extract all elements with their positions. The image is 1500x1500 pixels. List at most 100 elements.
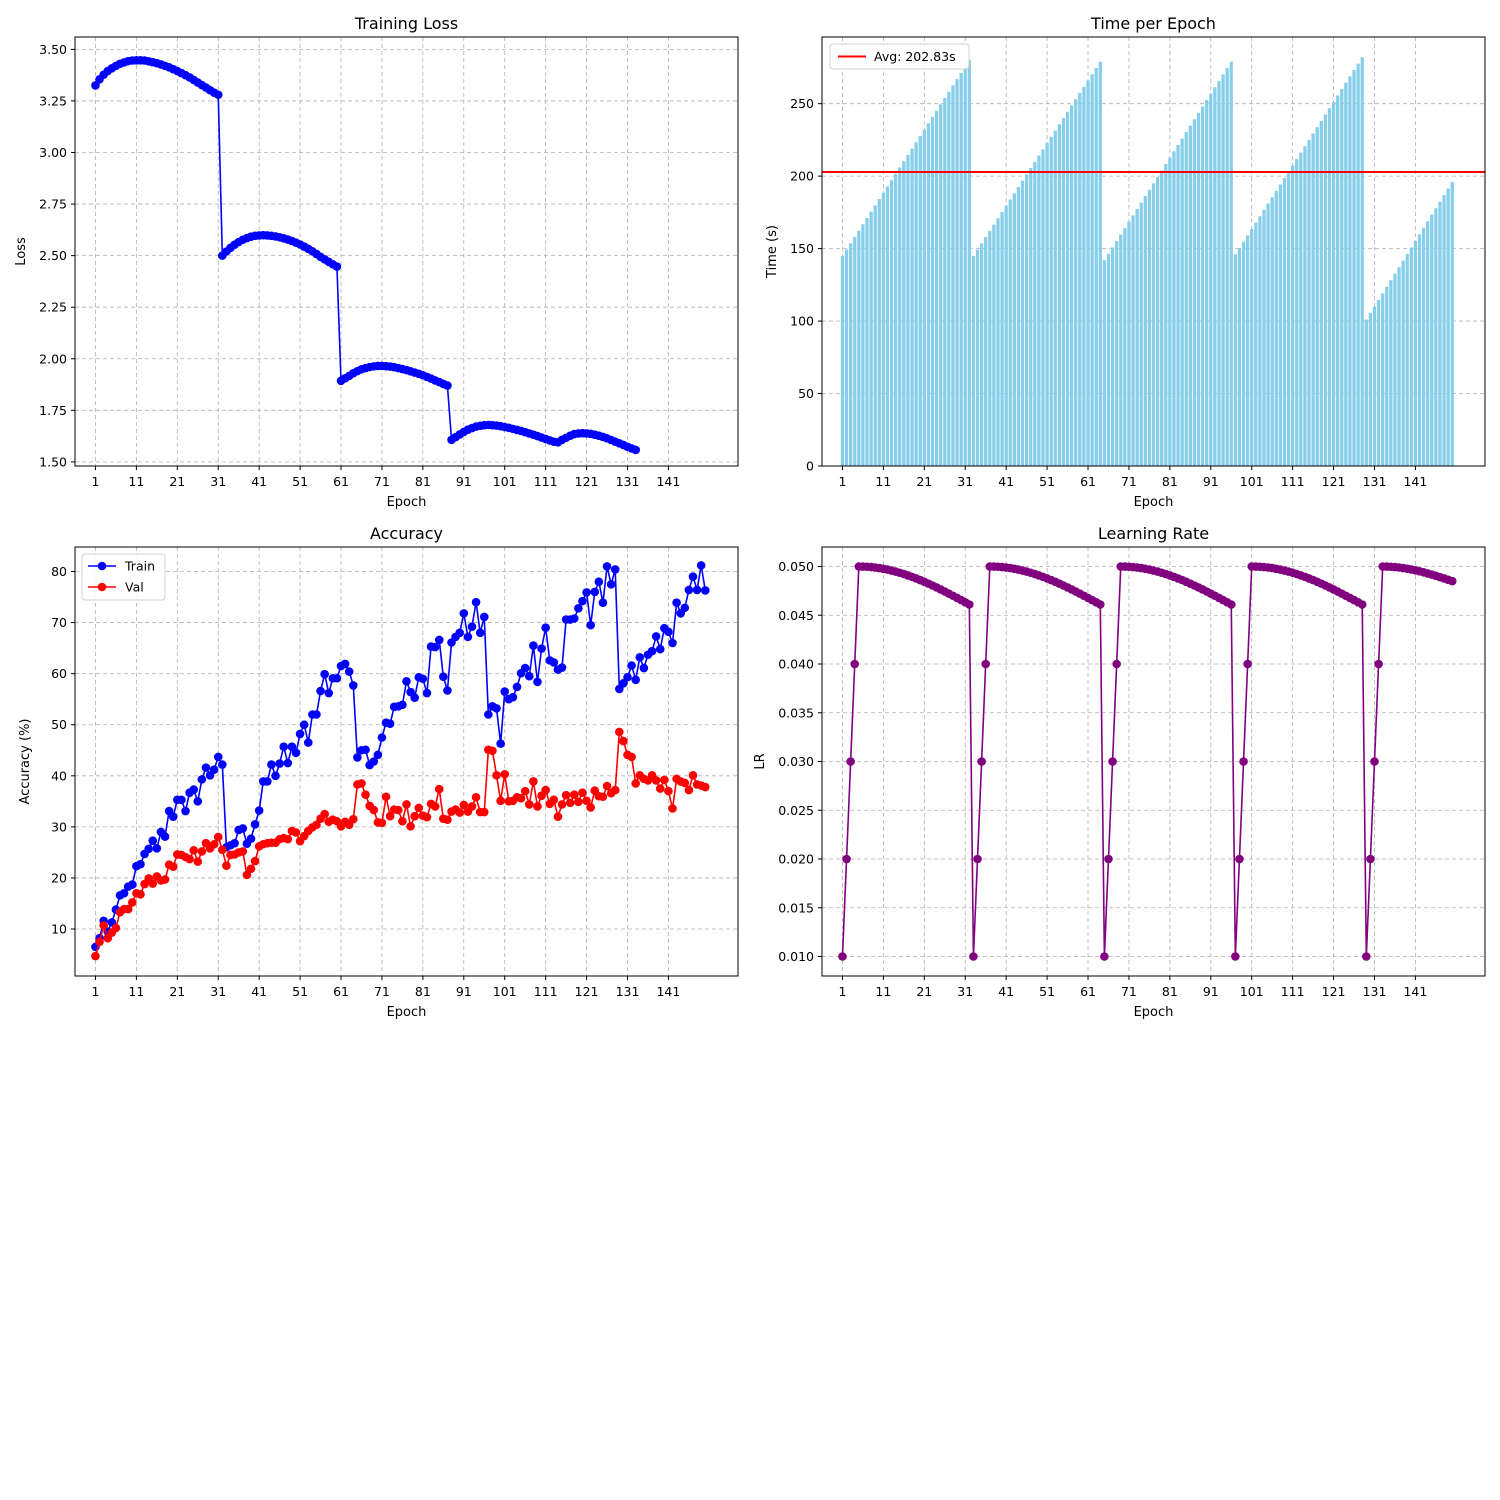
train-accuracy-point <box>418 674 428 684</box>
time-bar <box>984 237 988 466</box>
val-accuracy-point <box>242 870 252 880</box>
time-bar <box>1176 144 1180 466</box>
time-bar <box>1286 171 1291 466</box>
val-accuracy-point <box>455 808 465 817</box>
val-accuracy-point <box>520 786 530 796</box>
train-accuracy-point <box>189 785 198 794</box>
time-bar <box>849 243 853 466</box>
x-tick-label: 11 <box>875 984 891 999</box>
time-per-epoch-chart: 1 11 21 31 41 51 61 71 81 91 101 111 121 131 141050100… <box>765 14 1486 510</box>
val-accuracy-point <box>610 785 620 795</box>
time-bar <box>889 180 894 466</box>
x-tick-label: 51 <box>292 474 308 489</box>
val-accuracy-point <box>213 832 223 842</box>
x-tick-label: 41 <box>998 984 1014 999</box>
val-accuracy-point <box>586 803 595 812</box>
val-accuracy-point <box>467 802 477 811</box>
val-accuracy-point <box>283 834 293 844</box>
y-tick-label: 3.00 <box>39 145 67 160</box>
time-bar <box>988 230 992 466</box>
y-tick-label: 2.00 <box>39 351 67 366</box>
y-tick-label: 0.020 <box>778 852 814 867</box>
train-accuracy-point <box>627 661 636 670</box>
x-tick-label: 31 <box>957 474 973 489</box>
val-accuracy-point <box>660 775 669 785</box>
time-bar <box>902 161 906 466</box>
val-accuracy-point <box>443 815 452 825</box>
time-bar <box>910 148 914 466</box>
train-accuracy-point <box>177 795 186 805</box>
train-accuracy-point <box>520 663 530 673</box>
time-bar <box>1110 247 1115 466</box>
time-bar <box>1090 74 1094 466</box>
time-bar <box>996 218 1000 466</box>
time-bar <box>857 230 861 466</box>
x-tick-label: 61 <box>1080 984 1096 999</box>
train-accuracy-point <box>700 586 710 595</box>
y-axis-label: Loss <box>14 237 29 266</box>
time-bar <box>1070 105 1074 466</box>
x-tick-label: 51 <box>1039 474 1055 489</box>
val-accuracy-point <box>291 828 301 837</box>
train-accuracy-point <box>549 658 559 667</box>
val-accuracy-point <box>561 790 571 800</box>
training-loss-chart: 1 11 21 31 41 51 61 71 81 91 101 111 121 131 1411.501.… <box>14 14 739 510</box>
train-accuracy-point <box>136 859 145 869</box>
time-bar <box>1356 63 1360 466</box>
lr-point <box>965 600 974 609</box>
axes-frame <box>821 36 1486 467</box>
time-bar <box>1331 101 1336 466</box>
train-accuracy-point <box>430 642 440 652</box>
val-accuracy-point <box>574 797 583 807</box>
val-accuracy-point <box>189 846 198 855</box>
val-accuracy-point <box>193 857 203 866</box>
lr-point <box>1104 854 1113 864</box>
train-accuracy-point <box>590 587 600 597</box>
time-bar <box>1307 139 1311 466</box>
lr-point <box>981 659 990 669</box>
time-bar <box>1311 133 1315 466</box>
time-bar <box>1295 159 1299 466</box>
time-bar <box>1405 254 1409 466</box>
lr-point <box>1226 600 1236 609</box>
time-bar <box>918 135 922 466</box>
train-accuracy-point <box>439 672 448 682</box>
time-bar <box>1381 293 1385 466</box>
time-bar <box>1172 151 1176 466</box>
time-bar <box>1123 228 1127 466</box>
train-accuracy-point <box>283 758 293 768</box>
train-accuracy-point <box>586 620 595 630</box>
legend: Train Val <box>81 553 166 601</box>
time-bar <box>1143 196 1147 466</box>
x-tick-label: 91 <box>1203 984 1219 999</box>
val-accuracy-point <box>381 792 391 802</box>
val-accuracy-point <box>398 816 407 826</box>
val-accuracy-point <box>128 898 137 907</box>
val-accuracy-point <box>148 879 158 888</box>
x-tick-label: 131 <box>616 474 640 489</box>
x-tick-label: 121 <box>1322 984 1346 999</box>
y-tick-label: 50 <box>798 386 814 401</box>
train-accuracy-point <box>508 692 518 702</box>
x-tick-label: 141 <box>1403 984 1427 999</box>
x-tick-label: 131 <box>616 984 640 999</box>
train-accuracy-point <box>344 667 354 676</box>
val-accuracy-point <box>684 785 694 795</box>
train-accuracy-point <box>295 729 305 739</box>
y-tick-label: 3.25 <box>39 93 67 108</box>
train-accuracy-point <box>402 677 411 686</box>
train-accuracy-point <box>598 598 608 607</box>
val-accuracy-point <box>394 805 403 815</box>
time-bar <box>1442 195 1446 466</box>
lr-point <box>838 952 847 961</box>
time-bar <box>1262 209 1266 466</box>
axes-frame <box>74 546 739 977</box>
time-bar <box>1417 234 1422 466</box>
train-accuracy-point <box>119 888 129 898</box>
time-bar <box>1196 112 1201 466</box>
time-bar <box>898 167 902 466</box>
train-accuracy-point <box>238 824 248 833</box>
val-accuracy-point <box>459 800 469 810</box>
x-tick-label: 121 <box>575 984 599 999</box>
lr-point <box>1357 600 1367 609</box>
